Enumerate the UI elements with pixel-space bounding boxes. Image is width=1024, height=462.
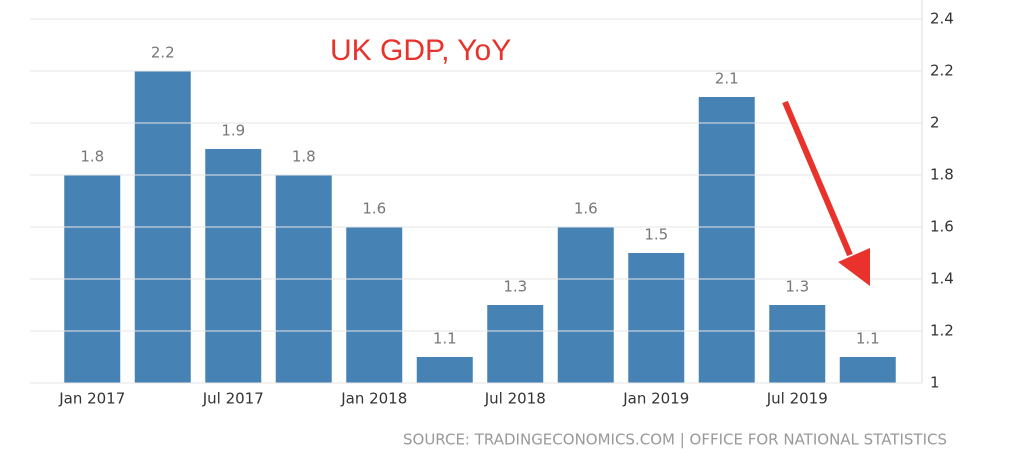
- bar: [628, 253, 685, 383]
- x-tick-label: Jan 2018: [340, 390, 407, 408]
- annotation-arrow: [782, 100, 870, 286]
- x-tick-label: Jul 2017: [202, 390, 264, 408]
- x-tick-label: Jul 2019: [766, 390, 828, 408]
- y-tick-label: 1.4: [930, 270, 954, 288]
- chart-title: UK GDP, YoY: [330, 34, 511, 67]
- x-tick-label: Jan 2019: [622, 390, 689, 408]
- x-tick-label: Jul 2018: [484, 390, 546, 408]
- bar: [205, 149, 262, 383]
- bar: [346, 227, 403, 383]
- value-label: 2.2: [151, 44, 175, 62]
- source: SOURCE: TRADINGECONOMICS.COM | OFFICE FO…: [403, 431, 947, 449]
- y-tick-label: 1: [930, 374, 940, 392]
- value-label: 1.6: [574, 200, 598, 218]
- bar: [557, 227, 614, 383]
- value-label: 1.1: [433, 330, 457, 348]
- value-label: 1.3: [785, 278, 809, 296]
- bar: [839, 357, 896, 383]
- y-tick-label: 1.6: [930, 218, 954, 236]
- value-label: 1.3: [503, 278, 527, 296]
- bar: [698, 97, 755, 383]
- y-tick-label: 2: [930, 114, 940, 132]
- y-tick-label: 1.8: [930, 166, 954, 184]
- value-label: 1.8: [80, 148, 104, 166]
- bar: [416, 357, 473, 383]
- bar: [769, 305, 826, 383]
- value-label: 1.8: [292, 148, 316, 166]
- y-tick-label: 1.2: [930, 322, 954, 340]
- value-label: 1.9: [221, 122, 245, 140]
- value-label: 1.6: [362, 200, 386, 218]
- value-label: 2.1: [715, 70, 739, 88]
- y-tick-label: 2.2: [930, 62, 954, 80]
- y-tick-label: 2.4: [930, 10, 954, 28]
- bar: [487, 305, 544, 383]
- x-tick-label: Jan 2017: [58, 390, 125, 408]
- value-label: 1.1: [856, 330, 880, 348]
- value-label: 1.5: [644, 226, 668, 244]
